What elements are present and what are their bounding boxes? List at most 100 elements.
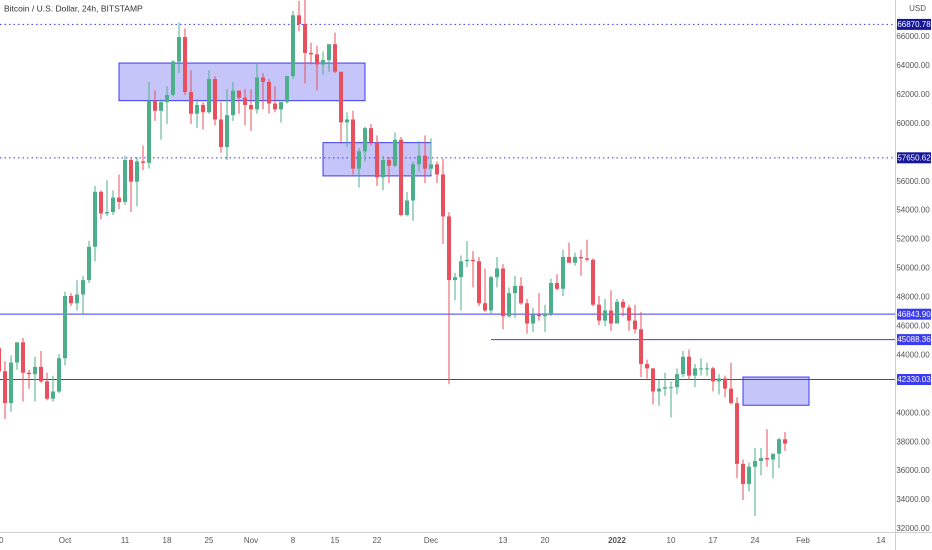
candle-body (615, 301, 619, 324)
candle-body (363, 128, 367, 152)
candle-body (207, 78, 211, 113)
candle-body (111, 197, 115, 213)
candle-body (771, 453, 775, 460)
candle-body (27, 372, 31, 375)
y-tick-label: 54000.00 (896, 206, 930, 215)
candle-body (87, 246, 91, 281)
candle-body (537, 314, 541, 317)
candle-body (759, 458, 763, 461)
candle-body (33, 366, 37, 375)
candle-body (723, 378, 727, 389)
candle-body (123, 159, 127, 202)
plot-area (0, 0, 895, 516)
candle-body (501, 268, 505, 317)
candle-body (261, 77, 265, 82)
candle-body (339, 71, 343, 123)
candle-body (249, 105, 253, 110)
x-tick-label: 24 (751, 536, 760, 545)
candle-body (459, 261, 463, 278)
candle-body (477, 261, 481, 304)
candle-body (375, 142, 379, 178)
candle-body (405, 200, 409, 215)
candle-body (153, 100, 157, 111)
y-tick-label: 56000.00 (896, 177, 930, 186)
candle-body (159, 102, 163, 111)
x-tick-label: Dec (424, 536, 438, 545)
candle-body (0, 348, 1, 372)
candle-body (573, 256, 577, 263)
x-tick-label: 20 (0, 536, 4, 545)
price-tag-label: 66870.78 (897, 20, 931, 29)
x-tick-label: 8 (291, 536, 296, 545)
currency-label: USD (909, 4, 926, 13)
candle-body (591, 259, 595, 305)
candle-body (471, 259, 475, 262)
candle-body (45, 381, 49, 399)
candle-body (273, 103, 277, 110)
candle-body (435, 164, 439, 175)
y-tick-label: 60000.00 (896, 119, 930, 128)
candle-body (681, 356, 685, 375)
candle-body (303, 23, 307, 53)
candle-body (399, 139, 403, 215)
candle-body (513, 285, 517, 294)
candle-body (507, 293, 511, 317)
price-tag-label: 45088.36 (897, 335, 931, 344)
candle-body (63, 296, 67, 359)
candle-body (201, 105, 205, 113)
candle-body (657, 388, 661, 392)
candle-body (417, 155, 421, 165)
candle-body (567, 256, 571, 263)
candle-body (525, 303, 529, 324)
x-tick-label: Oct (59, 536, 72, 545)
candle-body (753, 460, 757, 467)
candle-body (693, 368, 697, 376)
candle-body (699, 368, 703, 370)
price-tag (897, 18, 931, 30)
price-tag (897, 152, 931, 164)
candle-body (321, 60, 325, 65)
candle-body (225, 115, 229, 147)
candle-body (93, 191, 97, 247)
candle-body (291, 15, 295, 77)
candle-body (669, 387, 673, 389)
x-tick-label: Nov (244, 536, 258, 545)
candle-body (561, 256, 565, 289)
y-tick-label: 52000.00 (896, 235, 930, 244)
price-tag-label: 57650.62 (897, 153, 931, 162)
candle-body (621, 301, 625, 308)
candle-body (315, 54, 319, 65)
candle-body (333, 44, 337, 72)
candle-body (531, 314, 535, 324)
candle-body (429, 164, 433, 169)
candle-body (651, 368, 655, 392)
price-tag-label: 46843.90 (897, 310, 931, 319)
candle-body (279, 102, 283, 110)
candle-body (609, 310, 613, 324)
candle-body (717, 378, 721, 382)
candle-body (741, 463, 745, 485)
candle-body (213, 78, 217, 120)
candle-body (9, 362, 13, 404)
price-tag (897, 308, 931, 320)
y-tick-label: 64000.00 (896, 61, 930, 70)
candle-body (663, 387, 667, 389)
y-tick-label: 38000.00 (896, 437, 930, 446)
candle-body (327, 44, 331, 61)
axes: 32000.00 34000.00 36000.00 38000.00 40000.00… (0, 18, 931, 545)
candle-body (255, 77, 259, 110)
candle-body (81, 280, 85, 295)
zone-box (118, 62, 366, 102)
candle-body (705, 368, 709, 370)
candle-body (627, 307, 631, 321)
candle-body (183, 36, 187, 92)
candle-body (141, 161, 145, 163)
candle-body (165, 94, 169, 103)
candle-body (585, 258, 589, 260)
candle-body (285, 76, 289, 103)
candle-body (267, 81, 271, 104)
chart-title: Bitcoin / U.S. Dollar, 24h, BITSTAMP (4, 3, 143, 13)
candle-body (393, 139, 397, 166)
candle-body (219, 119, 223, 147)
